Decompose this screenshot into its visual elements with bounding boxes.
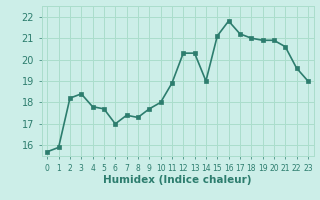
X-axis label: Humidex (Indice chaleur): Humidex (Indice chaleur) xyxy=(103,175,252,185)
